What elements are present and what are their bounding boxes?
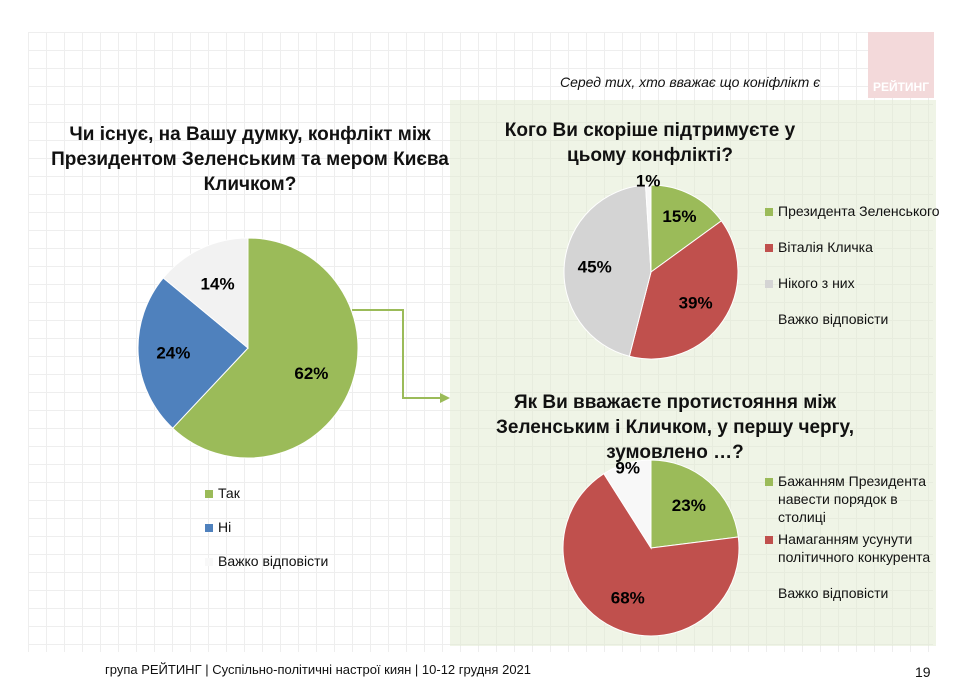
arrow-head xyxy=(440,393,450,403)
legend-1: Так Ні Важко відповісти xyxy=(205,484,328,570)
page-number: 19 xyxy=(915,664,931,680)
chart3-title: Як Ви вважаєте протистояння між Зеленськ… xyxy=(496,392,854,463)
pie-slice xyxy=(137,277,249,429)
pie-slice xyxy=(645,184,652,273)
chart2-title: Кого Ви скоріше підтримуєте у цьому конф… xyxy=(504,120,796,166)
data-label: 14% xyxy=(201,274,235,293)
pie-slice xyxy=(171,237,359,459)
legend-item: Так xyxy=(205,484,328,502)
data-label: 15% xyxy=(662,207,696,226)
data-label: 39% xyxy=(679,293,713,312)
legend-3: Бажанням Президента навести порядок в ст… xyxy=(765,472,940,602)
legend-item: Важко відповісти xyxy=(205,552,328,570)
data-label: 62% xyxy=(294,364,328,383)
pie-slice xyxy=(603,459,652,550)
pie-slice xyxy=(562,473,740,637)
chart1-title: Чи існує, на Вашу думку, конфлікт між Пр… xyxy=(51,124,449,195)
legend-item: Бажанням Президента навести порядок в ст… xyxy=(765,472,940,526)
pie-slice xyxy=(162,237,249,350)
legend-item: Віталія Кличка xyxy=(765,238,940,256)
data-label: 68% xyxy=(611,588,645,607)
data-label: 1% xyxy=(636,172,661,191)
pie-slice xyxy=(650,184,723,273)
legend-item: Ні xyxy=(205,518,328,536)
pie-slice xyxy=(628,220,739,360)
pie-slice xyxy=(650,459,739,549)
data-label: 23% xyxy=(672,496,706,515)
data-label: 9% xyxy=(615,459,640,478)
legend-item: Президента Зеленського xyxy=(765,202,940,220)
legend-item: Нікого з них xyxy=(765,274,940,292)
data-label: 24% xyxy=(156,344,190,363)
legend-item: Важко відповісти xyxy=(778,585,889,601)
logo: РЕЙТИНГ xyxy=(868,32,934,98)
pie-slice xyxy=(563,184,652,357)
connector-arrow xyxy=(352,309,440,399)
legend-2: Президента Зеленського Віталія Кличка Ні… xyxy=(765,202,940,328)
footer: група РЕЙТИНГ | Суспільно-політичні наст… xyxy=(105,662,532,677)
legend-item: Важко відповісти xyxy=(778,311,889,327)
legend-item: Намаганням усунути політичного конкурент… xyxy=(765,530,940,566)
logo-text: РЕЙТИНГ xyxy=(872,80,930,94)
subtitle: Серед тих, хто вважає що коніфлікт є xyxy=(560,74,821,90)
data-label: 45% xyxy=(578,258,612,277)
